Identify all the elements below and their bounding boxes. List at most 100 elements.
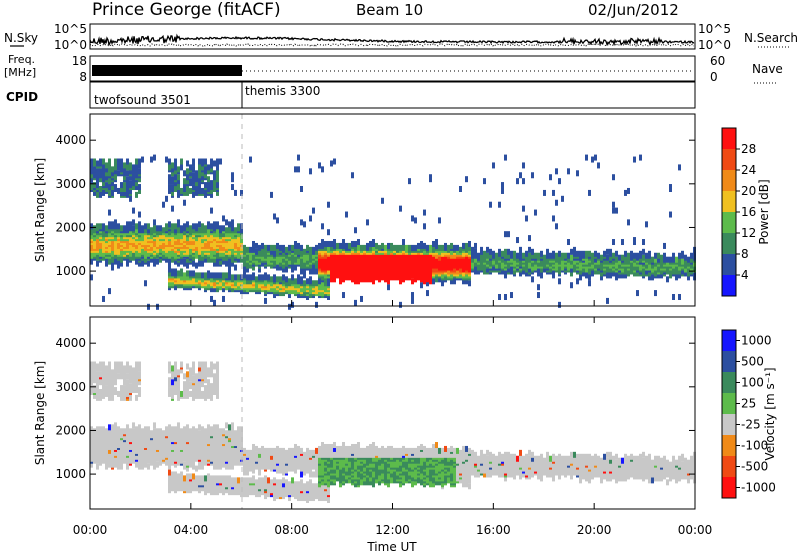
power-cell: [360, 295, 363, 302]
power-cell: [468, 244, 471, 251]
power-cell: [291, 274, 294, 281]
power-cell: [102, 168, 105, 175]
power-cell: [642, 239, 645, 246]
power-cell: [177, 260, 180, 267]
power-cell: [558, 178, 561, 185]
power-cell: [327, 244, 330, 251]
power-cell: [216, 260, 219, 267]
power-cell: [531, 248, 534, 255]
power-cell: [126, 164, 129, 171]
power-cell: [642, 248, 645, 255]
power-cell: [618, 254, 621, 261]
power-cell: [183, 178, 186, 185]
power-cell: [138, 158, 141, 165]
power-cell: [354, 278, 357, 285]
velocity-cell: [183, 381, 186, 388]
power-cell: [627, 219, 630, 226]
velocity-cell: [126, 463, 129, 470]
velocity-cell: [126, 424, 129, 431]
velocity-cell: [129, 428, 132, 435]
power-cell: [609, 254, 612, 261]
velocity-cell: [138, 371, 141, 378]
power-cell: [612, 174, 615, 181]
freq-left-unit: [MHz]: [4, 66, 36, 79]
power-cell: [108, 178, 111, 185]
velocity-cell: [168, 473, 171, 480]
power-cell: [183, 272, 186, 279]
power-cell: [216, 182, 219, 189]
power-cell: [123, 174, 126, 181]
power-cell: [207, 221, 210, 228]
power-cell: [609, 248, 612, 255]
power-cell: [255, 276, 258, 283]
freq-right-tick-top: 60: [710, 54, 725, 68]
power-cell: [378, 276, 381, 283]
power-cell: [354, 299, 357, 306]
power-cell: [399, 205, 402, 212]
power-cell: [174, 162, 177, 169]
velocity-cell: [210, 383, 213, 390]
power-cell: [537, 252, 540, 259]
power-cell: [213, 160, 216, 167]
power-cell: [216, 272, 219, 279]
power-cell: [273, 274, 276, 281]
power-cell: [411, 297, 414, 304]
velocity-cell: [108, 381, 111, 388]
power-cell: [132, 219, 135, 226]
velocity-cell: [114, 361, 117, 368]
velocity-cell: [96, 363, 99, 370]
power-cell: [168, 178, 171, 185]
power-cell: [525, 215, 528, 222]
power-cell: [114, 223, 117, 230]
velocity-cell: [132, 428, 135, 435]
power-cell: [132, 225, 135, 232]
power-cell: [231, 274, 234, 281]
power-cell: [531, 276, 534, 283]
power-cell: [168, 164, 171, 171]
velocity-cell: [165, 426, 168, 433]
power-cell: [321, 223, 324, 230]
noise-sky-trace: [89, 33, 695, 47]
power-cell: [537, 270, 540, 277]
power-cell: [135, 223, 138, 230]
power-cell: [321, 242, 324, 249]
power-cell: [294, 246, 297, 253]
power-cell: [501, 182, 504, 189]
power-cell: [645, 221, 648, 228]
power-cell: [111, 264, 114, 271]
power-cell: [387, 242, 390, 249]
power-cell: [207, 164, 210, 171]
power-cell: [459, 186, 462, 192]
power-cell: [105, 182, 108, 189]
velocity-cell: [186, 377, 189, 384]
power-cell: [213, 221, 216, 228]
power-cell: [678, 164, 681, 171]
power-cell: [219, 158, 222, 165]
power-cell: [555, 199, 558, 206]
velocity-cell: [213, 383, 216, 390]
power-cell: [543, 189, 546, 196]
power-cell: [186, 270, 189, 277]
power-cell: [306, 244, 309, 251]
power-cell: [135, 166, 138, 173]
velocity-cell: [123, 365, 126, 372]
power-cell: [315, 280, 318, 287]
power-cell: [102, 158, 105, 165]
velocity-cell: [189, 367, 192, 374]
power-cell: [174, 186, 177, 192]
power-cell: [195, 189, 198, 196]
power-cell: [474, 248, 477, 255]
power-cell: [576, 250, 579, 257]
noise-left-tick-top: 10^5: [54, 22, 87, 36]
power-cell: [579, 274, 582, 281]
power-cell: [471, 246, 474, 253]
power-cell: [171, 268, 174, 275]
power-cell: [183, 189, 186, 196]
power-cell: [435, 239, 438, 246]
power-cell: [552, 215, 555, 222]
power-cell: [258, 248, 261, 255]
power-cell: [189, 178, 192, 185]
power-cell: [177, 166, 180, 173]
power-cell: [279, 276, 282, 283]
power-cell: [213, 299, 216, 306]
